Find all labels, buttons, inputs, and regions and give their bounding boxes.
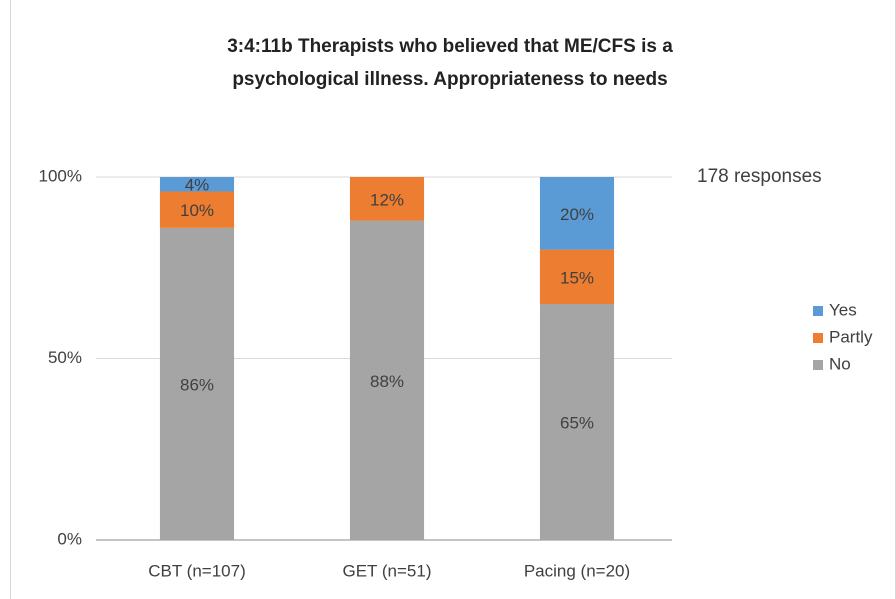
legend-swatch xyxy=(813,306,823,316)
bar-segment xyxy=(159,177,235,192)
data-label: 88% xyxy=(370,372,404,391)
x-tick-label: Pacing (n=20) xyxy=(524,561,630,580)
data-label: 4% xyxy=(185,176,210,195)
data-label: 20% xyxy=(560,205,594,224)
bar-segment xyxy=(349,177,425,221)
bar-segment xyxy=(349,220,425,540)
data-label: 86% xyxy=(180,375,214,394)
bar-segment xyxy=(539,177,615,250)
bar-segment xyxy=(539,304,615,540)
bar-segment xyxy=(539,249,615,305)
legend-label: No xyxy=(829,354,851,373)
annotation: 178 responses xyxy=(697,166,822,187)
y-tick-label: 0% xyxy=(57,529,82,548)
x-tick-label: CBT (n=107) xyxy=(148,561,245,580)
chart-title: psychological illness. Appropriateness t… xyxy=(232,69,667,90)
data-label: 15% xyxy=(560,268,594,287)
data-label: 65% xyxy=(560,414,594,433)
legend-swatch xyxy=(813,333,823,343)
legend-swatch xyxy=(813,360,823,370)
y-tick-label: 50% xyxy=(48,348,82,367)
legend-label: Partly xyxy=(829,327,873,346)
data-label: 10% xyxy=(180,201,214,220)
legend-label: Yes xyxy=(829,300,857,319)
data-label: 12% xyxy=(370,190,404,209)
x-tick-label: GET (n=51) xyxy=(343,561,432,580)
bar-segment xyxy=(159,227,235,540)
chart-title: 3:4:11b Therapists who believed that ME/… xyxy=(227,36,673,57)
y-tick-label: 100% xyxy=(39,166,82,185)
bar-segment xyxy=(159,191,235,228)
